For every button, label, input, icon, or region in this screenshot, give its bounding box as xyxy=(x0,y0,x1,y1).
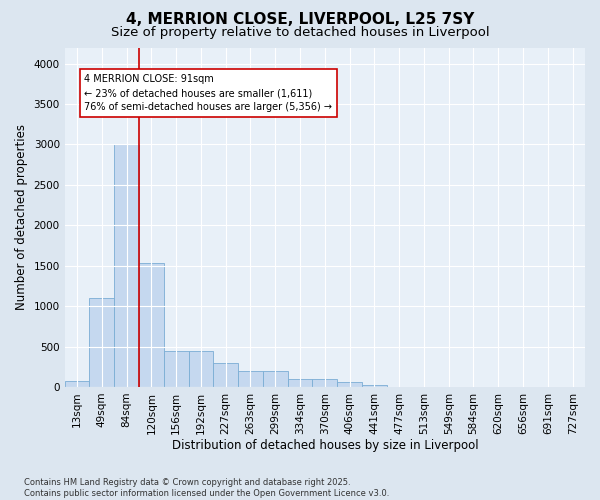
Bar xyxy=(362,384,387,387)
Bar xyxy=(114,144,139,387)
Text: 4, MERRION CLOSE, LIVERPOOL, L25 7SY: 4, MERRION CLOSE, LIVERPOOL, L25 7SY xyxy=(126,12,474,28)
X-axis label: Distribution of detached houses by size in Liverpool: Distribution of detached houses by size … xyxy=(172,440,478,452)
Bar xyxy=(65,382,89,387)
Bar xyxy=(188,350,214,387)
Bar xyxy=(139,264,164,387)
Text: Contains HM Land Registry data © Crown copyright and database right 2025.
Contai: Contains HM Land Registry data © Crown c… xyxy=(24,478,389,498)
Bar xyxy=(214,362,238,387)
Bar xyxy=(238,371,263,387)
Text: Size of property relative to detached houses in Liverpool: Size of property relative to detached ho… xyxy=(110,26,490,39)
Bar xyxy=(337,382,362,387)
Bar xyxy=(287,379,313,387)
Bar xyxy=(313,379,337,387)
Bar xyxy=(164,350,188,387)
Bar xyxy=(263,371,287,387)
Y-axis label: Number of detached properties: Number of detached properties xyxy=(15,124,28,310)
Bar xyxy=(89,298,114,387)
Text: 4 MERRION CLOSE: 91sqm
← 23% of detached houses are smaller (1,611)
76% of semi-: 4 MERRION CLOSE: 91sqm ← 23% of detached… xyxy=(85,74,332,112)
